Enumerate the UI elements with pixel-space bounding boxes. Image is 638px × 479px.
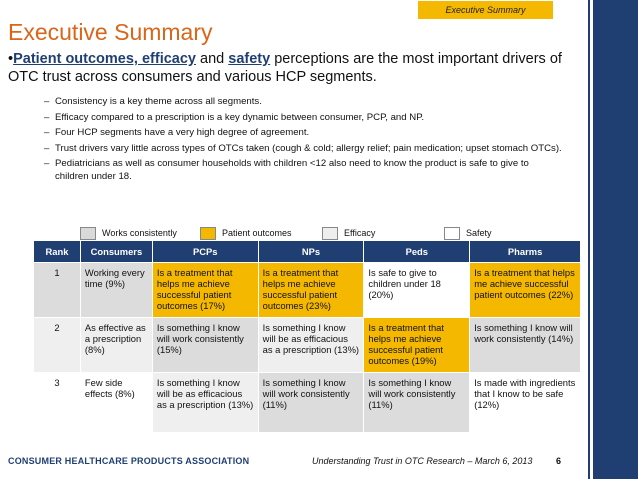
main-bullet: •Patient outcomes, efficacy and safety p…	[8, 50, 578, 86]
sub-bullet-list: Consistency is a key theme across all se…	[44, 96, 564, 186]
table-header-row: Rank Consumers PCPs NPs Peds Pharms	[33, 240, 581, 263]
table-cell: Is a treatment that helps me achieve suc…	[363, 317, 471, 373]
bullet-icon: •	[8, 51, 14, 67]
page-title: Executive Summary	[8, 19, 213, 45]
table-cell: Is something I know will work consistent…	[469, 317, 581, 373]
legend-swatch-icon	[322, 227, 338, 240]
table-cell: Is something I know will be as efficacio…	[151, 372, 259, 433]
bullet-text-rest: perceptions are the most important drive…	[8, 51, 562, 85]
sub-bullet: Trust drivers vary little across types o…	[44, 143, 564, 156]
table-cell: Few side effects (8%)	[79, 372, 153, 433]
right-divider-line	[588, 0, 590, 479]
sub-bullet: Pediatricians as well as consumer househ…	[44, 158, 564, 183]
column-header: Peds	[363, 240, 471, 263]
sub-bullet: Consistency is a key theme across all se…	[44, 96, 564, 109]
table-cell: Is something I know will work consistent…	[151, 317, 259, 373]
legend-swatch-icon	[80, 227, 96, 240]
table-cell: Working every time (9%)	[79, 262, 153, 318]
table-cell: Is made with ingredients that I know to …	[469, 372, 581, 433]
table-cell: Is safe to give to children under 18 (20…	[363, 262, 471, 318]
legend-label: Works consistently	[102, 228, 177, 238]
section-tag: Executive Summary	[418, 1, 553, 19]
column-header: Rank	[33, 240, 81, 263]
footer-organization-logo: CONSUMER HEALTHCARE PRODUCTS ASSOCIATION	[8, 456, 250, 466]
rank-cell: 2	[33, 317, 81, 373]
legend-swatch-icon	[444, 227, 460, 240]
table-cell: Is a treatment that helps me achieve suc…	[151, 262, 259, 318]
rank-cell: 3	[33, 372, 81, 433]
column-header: Consumers	[79, 240, 153, 263]
legend-label: Efficacy	[344, 228, 376, 238]
table-row: 2 As effective as a prescription (8%) Is…	[33, 317, 581, 373]
column-header: Pharms	[469, 240, 581, 263]
legend-label: Patient outcomes	[222, 228, 292, 238]
table-cell: As effective as a prescription (8%)	[79, 317, 153, 373]
page-number: 6	[556, 456, 562, 466]
bullet-text-and: and	[196, 51, 229, 67]
trust-drivers-table: Rank Consumers PCPs NPs Peds Pharms 1 Wo…	[33, 240, 581, 433]
table-cell: Is a treatment that helps me achieve suc…	[469, 262, 581, 318]
table-cell: Is something I know will work consistent…	[257, 372, 365, 433]
column-header: PCPs	[151, 240, 259, 263]
legend-label: Safety	[466, 228, 492, 238]
sub-bullet: Four HCP segments have a very high degre…	[44, 127, 564, 140]
right-side-bar	[593, 0, 638, 479]
rank-cell: 1	[33, 262, 81, 318]
table-cell: Is something I know will work consistent…	[363, 372, 471, 433]
footer-reference: Understanding Trust in OTC Research – Ma…	[312, 456, 533, 466]
table-row: 1 Working every time (9%) Is a treatment…	[33, 262, 581, 318]
table-row: 3 Few side effects (8%) Is something I k…	[33, 372, 581, 433]
bullet-highlight-safety: safety	[228, 51, 271, 67]
legend-swatch-icon	[200, 227, 216, 240]
sub-bullet: Efficacy compared to a prescription is a…	[44, 112, 564, 125]
bullet-highlight-outcomes-efficacy: Patient outcomes, efficacy	[13, 51, 196, 67]
column-header: NPs	[257, 240, 365, 263]
table-cell: Is a treatment that helps me achieve suc…	[257, 262, 365, 318]
table-cell: Is something I know will be as efficacio…	[257, 317, 365, 373]
